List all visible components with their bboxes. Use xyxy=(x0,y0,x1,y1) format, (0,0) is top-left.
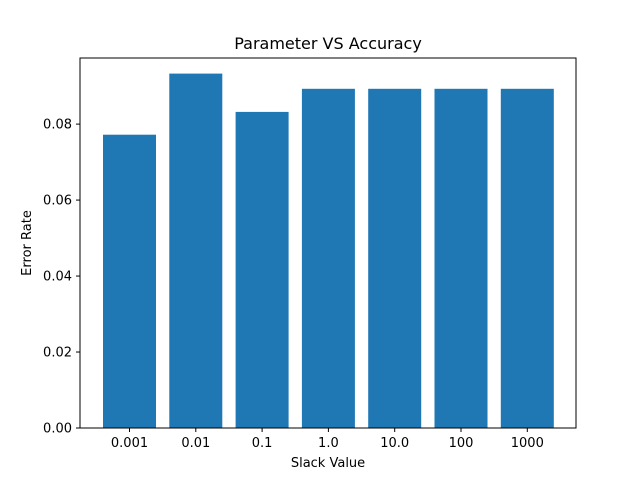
bars xyxy=(103,73,554,429)
x-tick-label: 100 xyxy=(449,436,474,451)
y-tick-label: 0.04 xyxy=(43,270,72,285)
y-axis-ticks: 0.00 0.02 0.04 0.06 0.08 xyxy=(43,118,80,437)
x-axis-ticks: 0.001 0.01 0.1 1.0 10.0 100 1000 xyxy=(111,428,544,451)
y-tick-label: 0.00 xyxy=(43,422,72,437)
bar-1000 xyxy=(500,88,554,429)
y-tick-label: 0.08 xyxy=(43,118,72,133)
x-axis-label: Slack Value xyxy=(291,456,365,471)
bar-0.001 xyxy=(103,134,156,428)
y-tick-label: 0.06 xyxy=(43,194,72,209)
x-tick-label: 0.001 xyxy=(111,436,148,451)
bar-0.01 xyxy=(169,73,223,428)
x-tick-label: 0.1 xyxy=(252,436,273,451)
x-tick-label: 10.0 xyxy=(380,436,409,451)
y-axis-label: Error Rate xyxy=(20,210,35,276)
bar-10.0 xyxy=(368,88,422,429)
x-tick-label: 1.0 xyxy=(318,436,339,451)
x-tick-label: 0.01 xyxy=(181,436,210,451)
y-tick-label: 0.02 xyxy=(43,346,72,361)
chart-title: Parameter VS Accuracy xyxy=(234,34,422,53)
bar-100 xyxy=(434,88,488,429)
bar-0.1 xyxy=(235,111,289,429)
bar-1.0 xyxy=(301,88,355,429)
x-tick-label: 1000 xyxy=(511,436,544,451)
plot-frame xyxy=(79,57,577,429)
